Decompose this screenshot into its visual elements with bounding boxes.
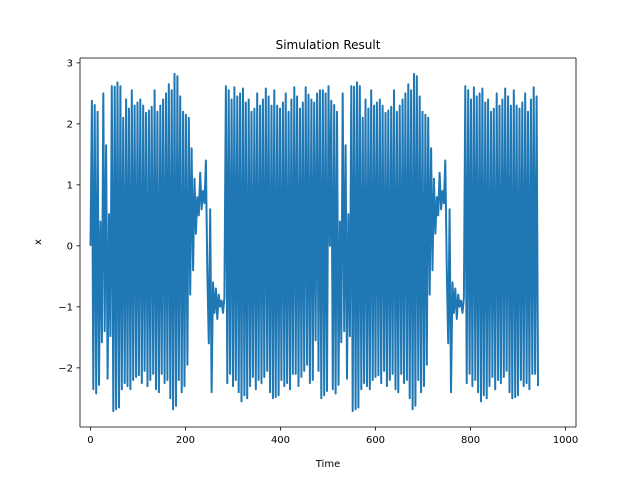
y-axis-label: x bbox=[33, 239, 44, 245]
x-tick-label: 600 bbox=[366, 435, 385, 446]
x-tick-label: 400 bbox=[271, 435, 290, 446]
y-tick-label: 0 bbox=[67, 241, 73, 252]
y-tick-label: −2 bbox=[58, 363, 73, 374]
x-axis-label: Time bbox=[315, 459, 340, 470]
x-tick-label: 1000 bbox=[553, 435, 578, 446]
y-tick-label: −1 bbox=[58, 302, 73, 313]
y-tick-label: 1 bbox=[67, 180, 73, 191]
series-line-x bbox=[89, 72, 539, 413]
y-tick-label: 3 bbox=[67, 58, 73, 69]
y-axis-ticks: −2 −1 0 1 2 3 bbox=[58, 58, 80, 374]
x-tick-label: 200 bbox=[176, 435, 195, 446]
series-layer bbox=[89, 72, 539, 413]
x-tick-label: 800 bbox=[461, 435, 480, 446]
y-tick-label: 2 bbox=[67, 119, 73, 130]
chart-title: Simulation Result bbox=[276, 38, 381, 52]
x-tick-label: 0 bbox=[87, 435, 93, 446]
x-axis-ticks: 0 200 400 600 800 1000 bbox=[87, 427, 578, 446]
